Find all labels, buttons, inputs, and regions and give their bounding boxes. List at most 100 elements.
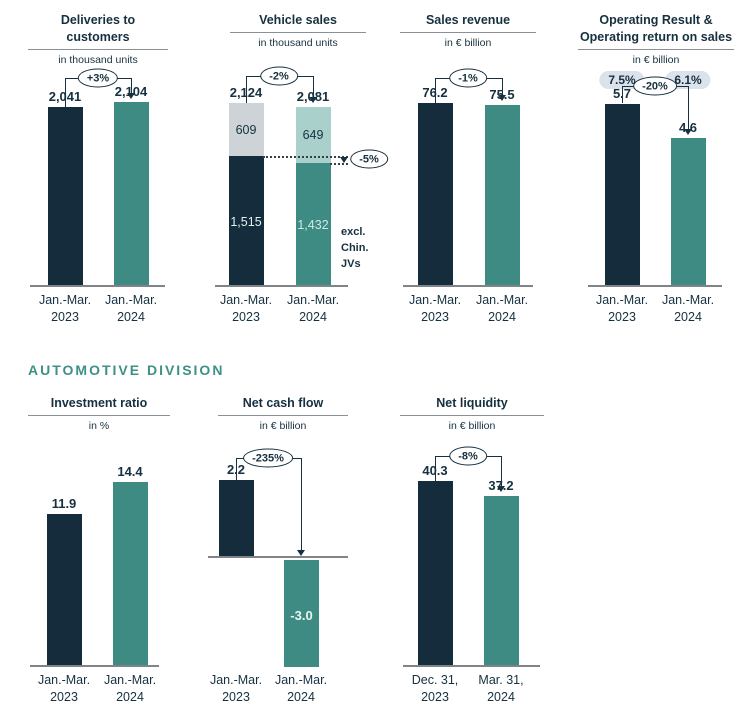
bar-2023	[604, 104, 640, 287]
value-label: 4.6	[678, 120, 698, 135]
x-label-line2: 2023	[232, 310, 260, 324]
chart-investment-ratio: Investment ratio in % 11.9 14.4 Jan.-Mar…	[28, 395, 170, 705]
x-label-line1: Jan.-Mar.	[286, 293, 340, 307]
zero-axis-line	[208, 556, 348, 558]
x-label-line2: 2024	[674, 310, 702, 324]
connector-line	[301, 458, 302, 551]
plot-area: 11.9 14.4	[28, 442, 170, 667]
total-label: 2,124	[229, 85, 263, 100]
bar-2023	[417, 481, 453, 667]
x-axis-labels: Jan.-Mar. 2023 Jan.-Mar. 2024	[208, 292, 388, 332]
connector-line	[435, 78, 436, 103]
chart-title: Vehicle sales	[230, 12, 366, 33]
x-label-2023: Jan.-Mar. 2023	[38, 672, 90, 706]
x-axis-labels: Dec. 31, 2023 Mar. 31, 2024	[400, 672, 544, 708]
bar-group: 76.2 75.5	[400, 62, 536, 287]
value-label: 75.5	[489, 87, 515, 102]
x-axis-labels: Jan.-Mar. 2023 Jan.-Mar. 2024	[400, 292, 536, 332]
x-axis-line	[30, 285, 165, 287]
change-badge: -1%	[449, 68, 487, 88]
bar-group: 5.7 4.6	[578, 86, 734, 287]
chart-title: Investment ratio	[28, 395, 170, 416]
segment-chinese-jvs-2024: 649	[295, 107, 331, 163]
chart-sales-revenue: Sales revenue in € billion -1% 76.2 75.5…	[400, 12, 536, 342]
x-label-line1: Dec. 31,	[411, 673, 459, 687]
reference-dotted-line	[330, 163, 348, 165]
bar-2024-negative: -3.0	[284, 560, 319, 667]
arrow-down-icon	[497, 486, 505, 492]
x-label-2024: Jan.-Mar. 2024	[476, 292, 528, 326]
value-label: 2,104	[114, 84, 148, 99]
x-label-line1: Jan.-Mar.	[38, 293, 92, 307]
x-axis-line	[215, 285, 348, 287]
bar-column-2024: 2,081 649 1,432	[285, 62, 341, 287]
bar-column-2023: 2,124 609 1,515	[218, 62, 274, 287]
value-label: 14.4	[117, 464, 143, 479]
bar-2024	[484, 105, 520, 287]
chart-title: Net cash flow	[218, 395, 348, 416]
x-label-2024: Jan.-Mar. 2024	[105, 292, 157, 326]
change-badge: +3%	[77, 68, 119, 88]
secondary-change-badge: -5%	[350, 149, 388, 169]
chart-title: Net liquidity	[400, 395, 544, 416]
bar-2023	[417, 103, 453, 287]
x-label-line2: 2024	[287, 690, 315, 704]
connector-line	[502, 78, 503, 96]
x-axis-line	[403, 665, 540, 667]
bar-2024	[112, 482, 148, 667]
connector-line	[501, 456, 502, 487]
bar-2023	[47, 107, 83, 287]
segment-excl-jvs-2023: 1,515	[228, 156, 264, 287]
value-label: 5.7	[612, 86, 632, 101]
connector-line	[622, 86, 623, 103]
note-excl-chin-jvs: excl. Chin. JVs	[341, 224, 369, 272]
bar-2024	[483, 496, 519, 667]
x-label-line2: 2023	[222, 690, 250, 704]
x-axis-labels: Jan.-Mar. 2023 Jan.-Mar. 2024	[28, 672, 170, 708]
bar-column-2023: 11.9	[36, 442, 92, 667]
note-line: JVs	[341, 258, 361, 270]
bar-group: 2.2	[208, 442, 358, 667]
x-axis-labels: Jan.-Mar. 2023 Jan.-Mar. 2024	[208, 672, 358, 708]
change-badge: -2%	[260, 66, 298, 86]
x-label-2023: Jan.-Mar. 2023	[39, 292, 91, 326]
bar-column-2023: 40.3	[407, 442, 463, 667]
unit-label: in € billion	[259, 420, 307, 432]
x-label-line1: Jan.-Mar.	[408, 293, 462, 307]
bar-2023	[218, 480, 254, 558]
note-line: excl.	[341, 226, 366, 238]
bar-group: 2,041 2,104	[28, 62, 168, 287]
value-label: 2,041	[48, 89, 82, 104]
bar-column-2024: 37.2	[473, 442, 529, 667]
x-label-2024: Mar. 31, 2024	[478, 672, 523, 706]
note-line: Chin.	[341, 242, 369, 254]
x-axis-line	[403, 285, 533, 287]
x-label-line1: Jan.-Mar.	[37, 673, 91, 687]
x-label-line2: 2023	[50, 690, 78, 704]
x-label-line2: 2024	[117, 310, 145, 324]
x-label-line2: 2023	[51, 310, 79, 324]
bar-column-2023: 76.2	[407, 62, 463, 287]
x-label-line1: Jan.-Mar.	[595, 293, 649, 307]
value-label: 37.2	[488, 478, 514, 493]
x-label-line1: Jan.-Mar.	[661, 293, 715, 307]
x-label-line1: Mar. 31,	[478, 673, 524, 687]
value-label: 40.3	[422, 463, 448, 478]
change-badge: -235%	[243, 448, 293, 468]
arrow-down-icon	[297, 550, 305, 556]
chart-operating-result: Operating Result & Operating return on s…	[578, 12, 734, 342]
unit-label: in € billion	[632, 54, 680, 66]
x-label-line2: 2024	[116, 690, 144, 704]
chart-title: Operating Result & Operating return on s…	[578, 12, 734, 50]
x-label-2023: Jan.-Mar. 2023	[409, 292, 461, 326]
bar-column-2024: 4.6	[660, 86, 716, 287]
connector-line	[236, 458, 237, 480]
x-label-line2: 2023	[421, 690, 449, 704]
x-axis-labels: Jan.-Mar. 2023 Jan.-Mar. 2024	[578, 292, 734, 332]
bar-column-2024: 2,104	[103, 62, 159, 287]
x-label-2023: Jan.-Mar. 2023	[210, 672, 262, 706]
x-label-2023: Jan.-Mar. 2023	[220, 292, 272, 326]
x-label-line1: Jan.-Mar.	[274, 673, 328, 687]
x-label-line2: 2023	[421, 310, 449, 324]
